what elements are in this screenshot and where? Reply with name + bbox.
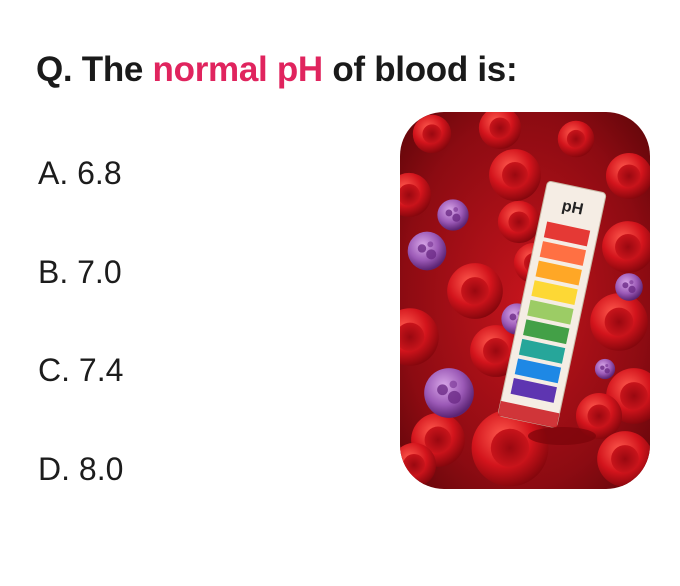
question-highlight: normal pH — [152, 50, 324, 89]
ph-strip-color-pads — [510, 221, 591, 403]
option-d[interactable]: D. 8.0 — [38, 451, 124, 487]
ph-color-pad — [510, 378, 557, 403]
ph-color-pad — [518, 338, 566, 364]
blood-ph-image: pH — [400, 112, 650, 489]
ph-color-pad — [531, 280, 578, 306]
ph-color-pad — [543, 221, 591, 247]
ph-color-pad — [535, 260, 582, 286]
blood-ph-illustration: pH — [400, 112, 650, 489]
question-title: Q. The normal pH of blood is: — [36, 50, 518, 90]
question-prefix: Q. The — [36, 50, 153, 89]
ph-color-pad — [523, 319, 570, 345]
ph-color-pad — [539, 241, 587, 266]
ph-color-pad — [514, 358, 562, 384]
question-suffix: of blood is: — [322, 50, 518, 89]
option-b[interactable]: B. 7.0 — [38, 254, 122, 290]
ph-strip-label: pH — [560, 197, 584, 218]
ph-color-pad — [527, 299, 574, 325]
option-a[interactable]: A. 6.8 — [38, 155, 122, 191]
option-c[interactable]: C. 7.4 — [38, 352, 124, 388]
